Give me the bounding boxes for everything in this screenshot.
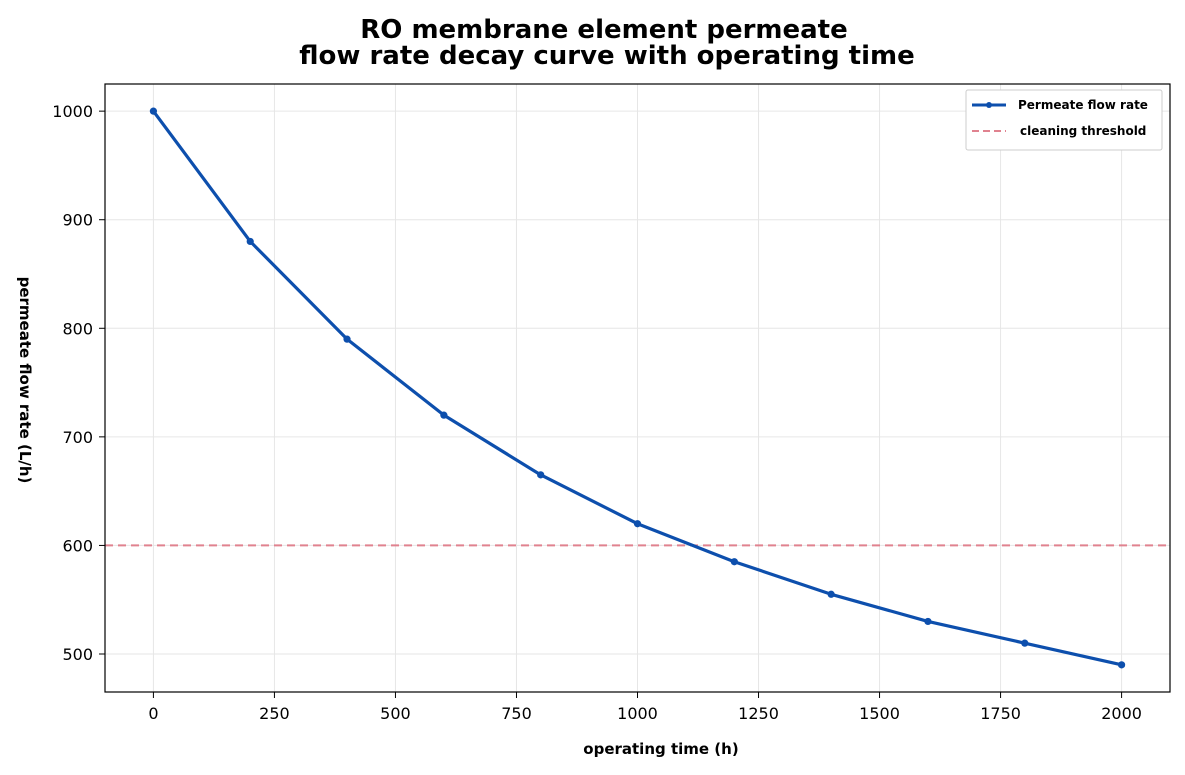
y-tick-label-1000: 1000 (52, 102, 93, 121)
y-tick-label-800: 800 (62, 319, 93, 338)
chart-title-line-2: flow rate decay curve with operating tim… (299, 41, 914, 71)
y-tick-label-500: 500 (62, 645, 93, 664)
x-tick-label-250: 250 (259, 704, 290, 723)
legend-label-permeate-flow-rate: Permeate flow rate (1018, 98, 1148, 112)
x-tick-label-2000: 2000 (1101, 704, 1142, 723)
legend: Permeate flow rate cleaning threshold (965, 89, 1163, 151)
x-axis-label: operating time (h) (583, 740, 738, 758)
x-tick-label-750: 750 (501, 704, 532, 723)
y-axis-label: permeate flow rate (L/h) (16, 277, 34, 484)
data-point-400 (343, 335, 351, 343)
x-tick-label-500: 500 (380, 704, 411, 723)
grid (105, 84, 1170, 692)
data-point-1000 (633, 520, 642, 528)
data-point-0 (149, 107, 158, 115)
data-point-1400 (827, 590, 835, 598)
chart-title-line-1: RO membrane element permeate (360, 15, 847, 45)
data-point-1200 (730, 558, 738, 566)
x-tick-label-0: 0 (148, 704, 158, 723)
x-tick-label-1750: 1750 (980, 704, 1021, 723)
series-layer (149, 107, 1126, 669)
x-tick-label-1500: 1500 (859, 704, 900, 723)
data-point-1800 (1021, 639, 1029, 647)
y-axis-ticks: 500 600 700 800 900 1000 (52, 102, 105, 664)
legend-marker-permeate-flow-rate (986, 102, 992, 108)
y-tick-label-900: 900 (62, 211, 93, 230)
y-tick-label-700: 700 (62, 428, 93, 447)
data-point-600 (440, 411, 448, 419)
x-axis-ticks: 0 250 500 750 1000 1250 1500 1750 2000 (148, 692, 1142, 723)
y-tick-label-600: 600 (62, 536, 93, 555)
x-tick-label-1000: 1000 (617, 704, 658, 723)
x-tick-label-1250: 1250 (738, 704, 779, 723)
legend-box (965, 89, 1163, 151)
data-point-1600 (924, 617, 932, 626)
legend-label-cleaning-threshold: cleaning threshold (1020, 124, 1146, 138)
data-point-800 (537, 471, 545, 479)
data-point-2000 (1117, 661, 1126, 669)
data-point-200 (246, 237, 254, 246)
